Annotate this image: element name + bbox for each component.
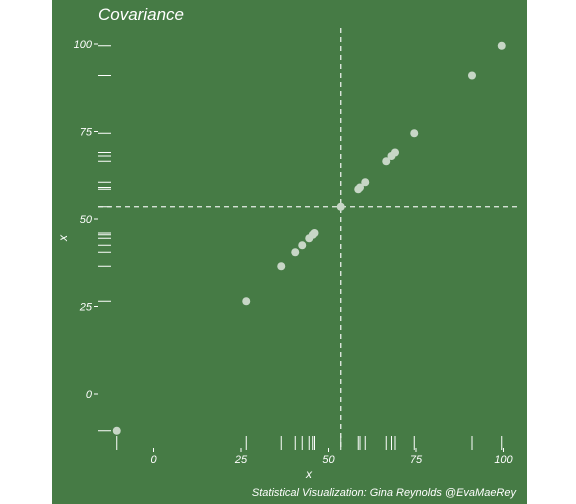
data-point bbox=[336, 202, 345, 211]
data-point bbox=[361, 178, 370, 187]
chart-caption: Statistical Visualization: Gina Reynolds… bbox=[252, 487, 518, 499]
x-axis: 0 25 50 75 100 bbox=[150, 448, 514, 466]
x-tick-label: 25 bbox=[234, 454, 248, 466]
data-point bbox=[382, 157, 391, 166]
mean-reference-lines bbox=[98, 28, 520, 450]
data-point bbox=[277, 262, 286, 271]
y-tick-label: 0 bbox=[86, 389, 93, 401]
data-point bbox=[291, 248, 300, 257]
x-rug bbox=[116, 436, 503, 450]
data-point bbox=[298, 241, 307, 250]
data-point bbox=[242, 297, 251, 306]
x-tick-label: 75 bbox=[410, 454, 423, 466]
data-point bbox=[391, 148, 399, 157]
data-point bbox=[310, 229, 319, 237]
chart-title: Covariance bbox=[98, 5, 184, 24]
points-layer bbox=[112, 41, 506, 435]
data-point bbox=[468, 71, 476, 80]
x-tick-label: 100 bbox=[494, 454, 513, 466]
y-tick-label: 75 bbox=[80, 127, 93, 139]
y-axis-label: x bbox=[56, 234, 70, 242]
data-point bbox=[497, 41, 506, 50]
x-tick-label: 0 bbox=[150, 454, 157, 466]
y-axis: 0 25 50 75 100 bbox=[74, 39, 98, 401]
data-point bbox=[112, 426, 121, 435]
x-tick-label: 50 bbox=[322, 454, 335, 466]
x-axis-label: x bbox=[305, 467, 313, 481]
y-tick-label: 100 bbox=[74, 39, 93, 51]
plot-panel bbox=[52, 0, 527, 504]
data-point bbox=[356, 183, 364, 192]
y-tick-label: 50 bbox=[80, 214, 93, 226]
data-point bbox=[410, 129, 419, 138]
y-tick-label: 25 bbox=[79, 302, 93, 314]
